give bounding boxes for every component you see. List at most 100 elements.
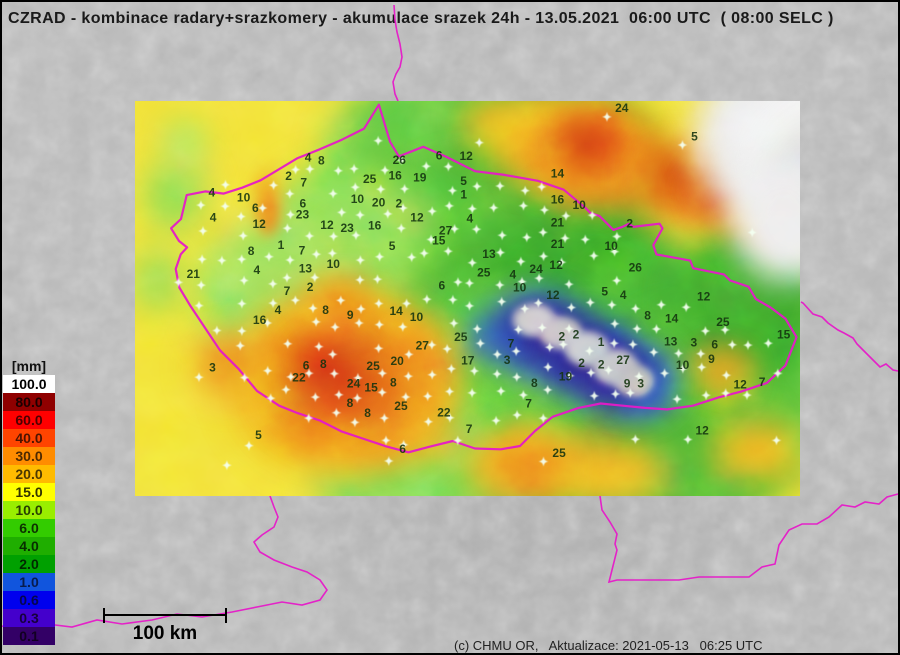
- svg-text:24: 24: [347, 376, 361, 390]
- svg-text:24: 24: [529, 262, 543, 276]
- svg-text:1: 1: [460, 188, 467, 202]
- svg-text:8: 8: [347, 396, 354, 410]
- svg-text:2: 2: [598, 358, 605, 372]
- svg-text:4: 4: [305, 150, 312, 164]
- svg-text:12: 12: [697, 290, 711, 304]
- svg-text:12: 12: [696, 423, 710, 437]
- svg-text:15: 15: [777, 328, 791, 342]
- svg-text:2: 2: [626, 217, 633, 231]
- svg-text:23: 23: [296, 208, 310, 222]
- svg-text:14: 14: [551, 167, 565, 181]
- svg-text:15: 15: [432, 233, 446, 247]
- svg-text:9: 9: [347, 308, 354, 322]
- svg-text:7: 7: [759, 375, 766, 389]
- svg-text:10: 10: [605, 239, 619, 253]
- svg-text:15: 15: [364, 380, 378, 394]
- svg-text:5: 5: [601, 284, 608, 298]
- svg-text:3: 3: [504, 353, 511, 367]
- svg-text:21: 21: [551, 237, 565, 251]
- svg-text:2: 2: [573, 328, 580, 342]
- svg-text:10: 10: [410, 310, 424, 324]
- svg-text:10: 10: [351, 192, 365, 206]
- svg-text:24: 24: [615, 101, 629, 115]
- svg-text:5: 5: [460, 174, 467, 188]
- svg-text:8: 8: [248, 244, 255, 258]
- svg-text:25: 25: [394, 399, 408, 413]
- svg-text:10: 10: [327, 257, 341, 271]
- svg-text:8: 8: [320, 357, 327, 371]
- svg-text:21: 21: [187, 267, 201, 281]
- svg-text:21: 21: [551, 215, 565, 229]
- svg-text:5: 5: [691, 129, 698, 143]
- svg-text:17: 17: [461, 353, 475, 367]
- svg-text:25: 25: [454, 330, 468, 344]
- svg-text:22: 22: [292, 371, 306, 385]
- svg-text:12: 12: [734, 378, 748, 392]
- svg-text:6: 6: [439, 279, 446, 293]
- svg-text:4: 4: [210, 211, 217, 225]
- svg-text:14: 14: [665, 311, 679, 325]
- svg-text:12: 12: [546, 288, 560, 302]
- svg-text:25: 25: [363, 172, 377, 186]
- svg-text:3: 3: [637, 377, 644, 391]
- svg-text:4: 4: [254, 263, 261, 277]
- svg-text:25: 25: [477, 265, 491, 279]
- svg-text:10: 10: [676, 358, 690, 372]
- svg-text:8: 8: [322, 303, 329, 317]
- svg-text:25: 25: [552, 446, 566, 460]
- svg-text:22: 22: [437, 406, 451, 420]
- svg-text:20: 20: [372, 195, 386, 209]
- svg-text:16: 16: [368, 219, 382, 233]
- svg-text:5: 5: [389, 239, 396, 253]
- svg-text:25: 25: [366, 359, 380, 373]
- svg-text:1: 1: [278, 238, 285, 252]
- svg-text:1: 1: [598, 335, 605, 349]
- svg-text:19: 19: [413, 171, 427, 185]
- svg-text:12: 12: [253, 217, 267, 231]
- svg-text:10: 10: [513, 281, 527, 295]
- svg-text:27: 27: [616, 353, 630, 367]
- svg-text:3: 3: [209, 360, 216, 374]
- svg-text:10: 10: [237, 191, 251, 205]
- svg-text:4: 4: [510, 268, 517, 282]
- svg-text:12: 12: [410, 210, 424, 224]
- svg-text:6: 6: [252, 201, 259, 215]
- svg-text:6: 6: [436, 149, 443, 163]
- svg-text:7: 7: [508, 336, 515, 350]
- svg-text:16: 16: [253, 313, 267, 327]
- svg-text:6: 6: [711, 337, 718, 351]
- svg-text:20: 20: [391, 354, 405, 368]
- svg-text:8: 8: [644, 309, 651, 323]
- svg-text:4: 4: [275, 303, 282, 317]
- svg-text:2: 2: [307, 280, 314, 294]
- svg-text:12: 12: [460, 149, 474, 163]
- svg-text:7: 7: [300, 175, 307, 189]
- svg-text:25: 25: [716, 315, 730, 329]
- svg-text:9: 9: [708, 352, 715, 366]
- svg-text:13: 13: [299, 262, 313, 276]
- svg-text:14: 14: [390, 304, 404, 318]
- svg-text:6: 6: [399, 442, 406, 456]
- svg-text:2: 2: [578, 356, 585, 370]
- svg-text:27: 27: [416, 338, 430, 352]
- svg-text:4: 4: [620, 288, 627, 302]
- svg-text:8: 8: [318, 154, 325, 168]
- svg-text:13: 13: [664, 334, 678, 348]
- svg-text:16: 16: [389, 169, 403, 183]
- svg-text:8: 8: [364, 406, 371, 420]
- svg-text:7: 7: [284, 284, 291, 298]
- svg-text:19: 19: [559, 369, 573, 383]
- svg-text:9: 9: [624, 377, 631, 391]
- svg-text:26: 26: [629, 261, 643, 275]
- svg-text:4: 4: [467, 211, 474, 225]
- svg-text:4: 4: [209, 186, 216, 200]
- svg-text:2: 2: [396, 197, 403, 211]
- svg-text:16: 16: [551, 192, 565, 206]
- svg-text:8: 8: [531, 376, 538, 390]
- svg-text:2: 2: [559, 329, 566, 343]
- svg-text:7: 7: [466, 422, 473, 436]
- svg-text:7: 7: [525, 397, 532, 411]
- svg-text:13: 13: [482, 247, 496, 261]
- svg-text:7: 7: [299, 244, 306, 258]
- svg-text:3: 3: [691, 335, 698, 349]
